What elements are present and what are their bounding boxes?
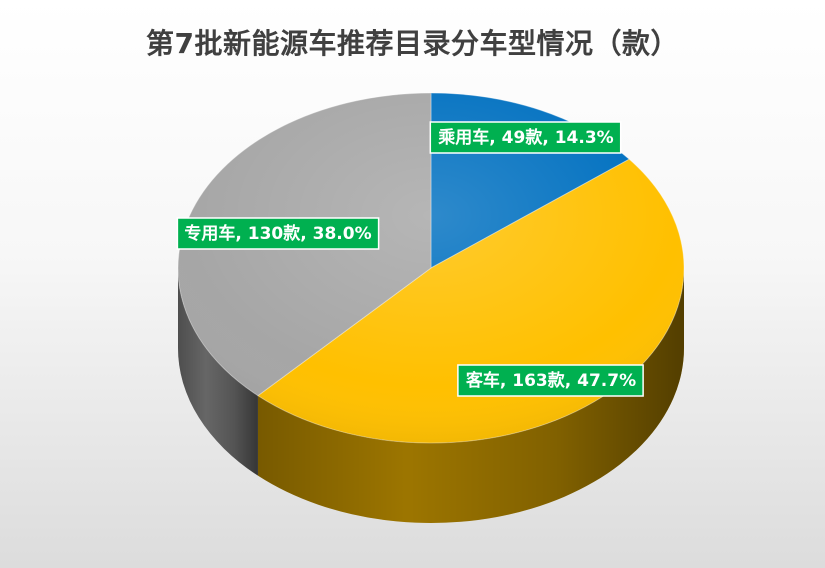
data-label-bus: 客车, 163款, 47.7% (457, 364, 644, 397)
data-label-box (429, 121, 622, 154)
pie-side-shading-special-vehicle (178, 268, 258, 476)
data-label-box (176, 217, 380, 250)
data-label-box (457, 364, 644, 397)
pie-side-layer (178, 268, 684, 524)
pie-side-shading-bus (257, 268, 684, 524)
pie-top-sheen (178, 93, 684, 443)
data-label-text: 专用车, 130款, 38.0% (184, 223, 371, 244)
data-label-passenger-car: 乘用车, 49款, 14.3% (429, 121, 622, 154)
chart-title: 第7批新能源车推荐目录分车型情况（款） (146, 27, 679, 60)
data-label-text: 客车, 163款, 47.7% (465, 370, 636, 391)
data-label-text: 乘用车, 49款, 14.3% (437, 127, 613, 148)
pie-labels-layer: 乘用车, 49款, 14.3% 客车, 163款, 47.7% 专用车, 130款,… (176, 121, 644, 397)
data-label-special-vehicle: 专用车, 130款, 38.0% (176, 217, 380, 250)
